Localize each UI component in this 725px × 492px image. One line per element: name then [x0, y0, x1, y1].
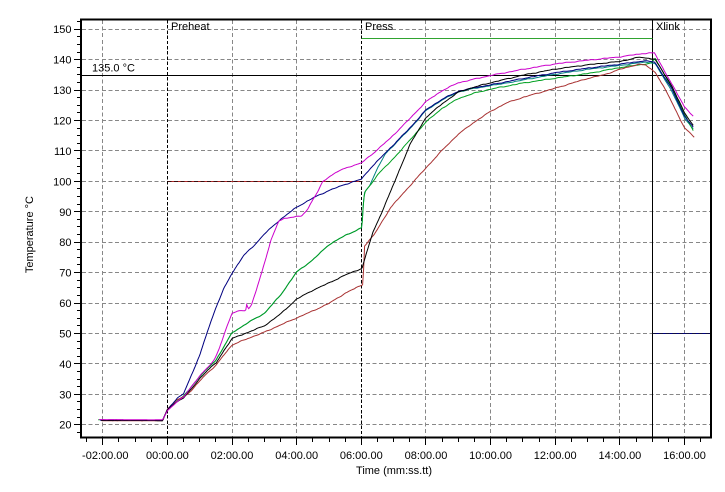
- svg-text:Temperature °C: Temperature °C: [24, 196, 36, 273]
- svg-text:Press: Press: [365, 21, 394, 33]
- svg-text:30: 30: [59, 389, 71, 401]
- svg-text:90: 90: [59, 207, 71, 219]
- svg-text:80: 80: [59, 237, 71, 249]
- svg-text:100: 100: [53, 176, 71, 188]
- svg-text:14:00.00: 14:00.00: [598, 450, 641, 462]
- svg-text:120: 120: [53, 116, 71, 128]
- svg-text:110: 110: [54, 146, 72, 158]
- svg-text:16:00.00: 16:00.00: [663, 450, 706, 462]
- svg-text:20: 20: [59, 420, 71, 432]
- svg-text:06:00.00: 06:00.00: [340, 450, 383, 462]
- svg-text:140: 140: [53, 55, 71, 67]
- svg-text:12:00.00: 12:00.00: [534, 450, 577, 462]
- svg-text:60: 60: [59, 298, 71, 310]
- svg-text:02:00.00: 02:00.00: [211, 450, 254, 462]
- svg-text:135.0 °C: 135.0 °C: [92, 63, 135, 75]
- svg-text:00:00.00: 00:00.00: [146, 450, 189, 462]
- svg-text:10:00.00: 10:00.00: [469, 450, 512, 462]
- svg-text:40: 40: [59, 359, 71, 371]
- svg-text:130: 130: [53, 85, 71, 97]
- svg-text:150: 150: [53, 24, 71, 36]
- svg-text:Time (mm:ss.tt): Time (mm:ss.tt): [356, 465, 432, 477]
- svg-text:Xlink: Xlink: [656, 21, 680, 33]
- svg-text:04:00.00: 04:00.00: [275, 450, 318, 462]
- svg-text:Preheat: Preheat: [171, 21, 210, 33]
- svg-text:-02:00.00: -02:00.00: [82, 450, 128, 462]
- svg-text:08:00.00: 08:00.00: [405, 450, 448, 462]
- svg-text:70: 70: [59, 268, 71, 280]
- svg-text:50: 50: [59, 328, 71, 340]
